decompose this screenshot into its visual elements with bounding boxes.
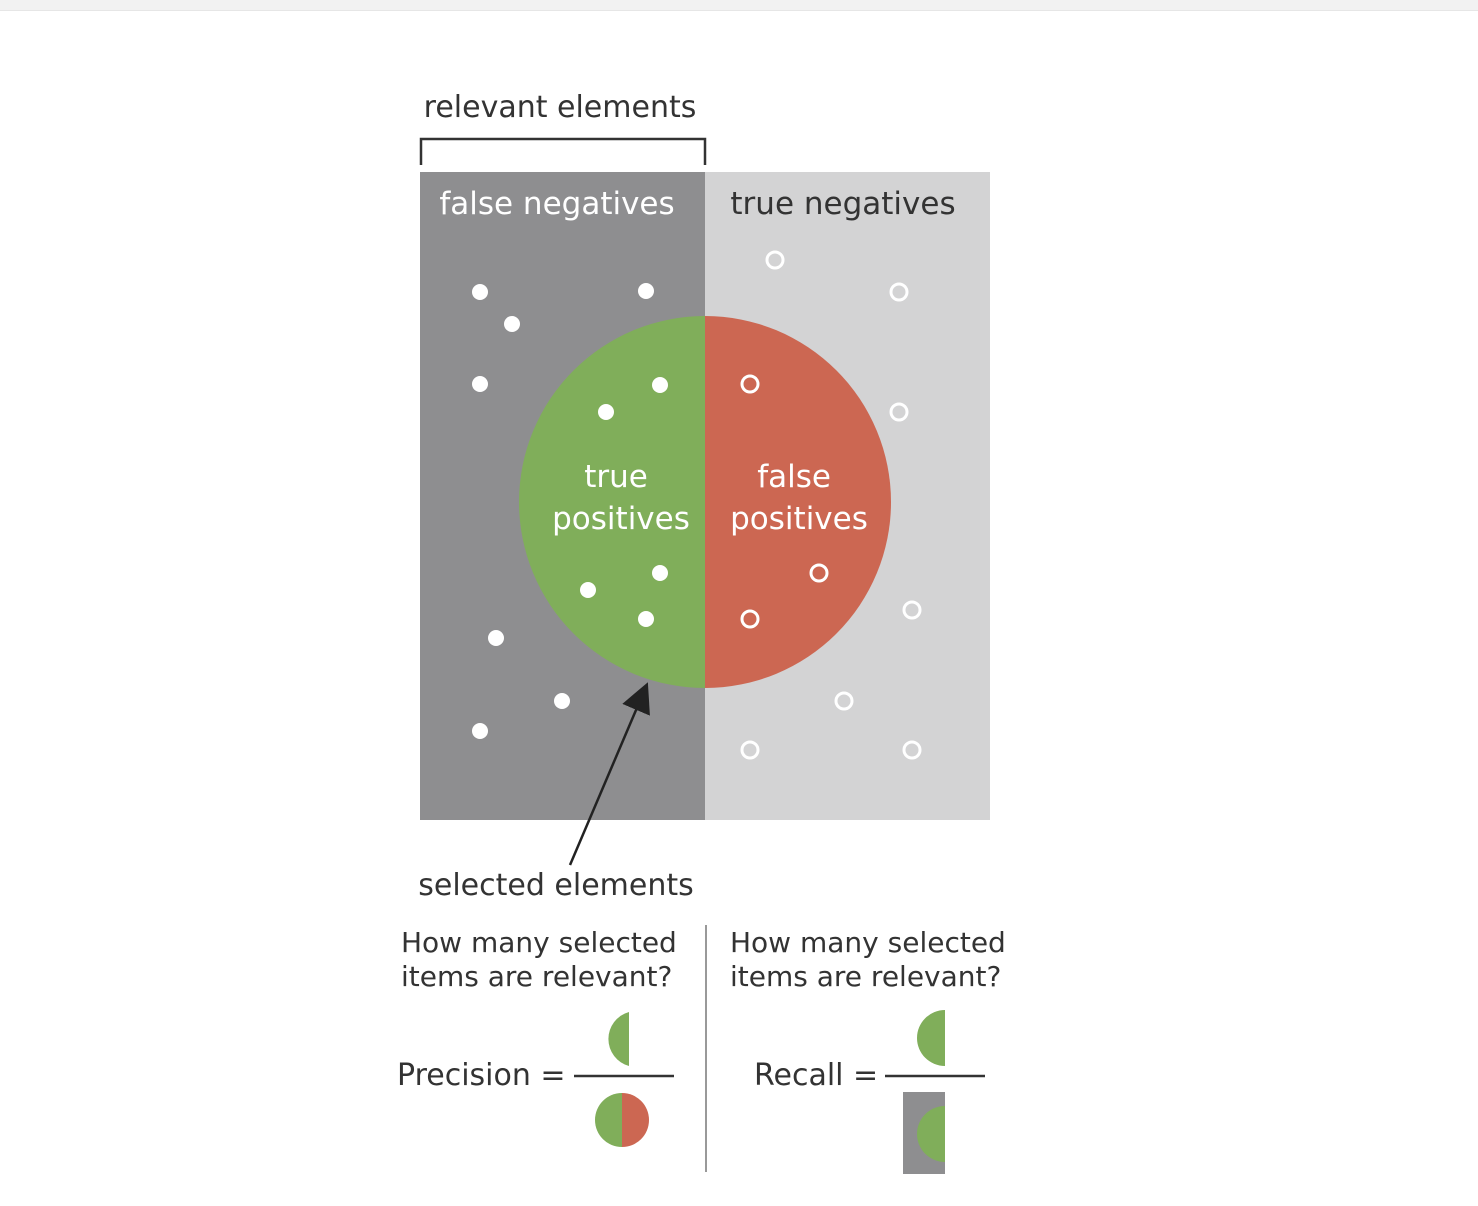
relevant-dot bbox=[488, 630, 504, 646]
precision-question-line1: How many selected bbox=[401, 926, 677, 959]
relevant-dot bbox=[652, 565, 668, 581]
precision-label: Precision = bbox=[397, 1058, 566, 1093]
top-bar bbox=[0, 0, 1478, 11]
precision-question-line2: items are relevant? bbox=[401, 960, 672, 993]
irrelevant-dot bbox=[740, 740, 760, 760]
relevant-elements-label: relevant elements bbox=[424, 90, 697, 125]
irrelevant-dot bbox=[889, 402, 909, 422]
relevant-dot bbox=[504, 316, 520, 332]
relevant-dot bbox=[472, 376, 488, 392]
relevant-dot bbox=[638, 611, 654, 627]
relevant-dot bbox=[638, 283, 654, 299]
relevant-dots bbox=[472, 283, 668, 739]
recall-question-line2: items are relevant? bbox=[730, 960, 1001, 993]
irrelevant-dot bbox=[902, 600, 922, 620]
false-positives-label-line2: positives bbox=[730, 501, 868, 537]
true-positives-label-line2: positives bbox=[552, 501, 690, 537]
irrelevant-dot bbox=[834, 691, 854, 711]
true-positives-half bbox=[519, 316, 705, 688]
irrelevant-dot bbox=[889, 282, 909, 302]
recall-numerator-half-circle bbox=[917, 1010, 945, 1066]
irrelevant-dot bbox=[902, 740, 922, 760]
irrelevant-dots bbox=[740, 250, 922, 760]
recall-question-line1: How many selected bbox=[730, 926, 1006, 959]
irrelevant-dot bbox=[740, 374, 760, 394]
true-negatives-label: true negatives bbox=[730, 186, 955, 222]
selected-elements-label: selected elements bbox=[418, 868, 694, 903]
false-positives-half bbox=[705, 316, 891, 688]
relevant-dot bbox=[652, 377, 668, 393]
false-positives-label: false positives bbox=[730, 459, 868, 537]
recall-label: Recall = bbox=[754, 1058, 878, 1093]
irrelevant-dot bbox=[740, 609, 760, 629]
false-negatives-label: false negatives bbox=[439, 186, 674, 222]
selected-elements-arrow bbox=[568, 682, 650, 866]
relevant-dot bbox=[598, 404, 614, 420]
precision-question: How many selected items are relevant? bbox=[401, 926, 686, 993]
false-positives-label-line1: false bbox=[757, 459, 831, 495]
relevant-dot bbox=[554, 693, 570, 709]
true-positives-label: true positives bbox=[552, 459, 690, 537]
recall-denominator-half-circle bbox=[917, 1106, 945, 1162]
true-positives-label-line1: true bbox=[584, 459, 648, 495]
relevant-bracket bbox=[419, 137, 707, 165]
relevant-dot bbox=[472, 723, 488, 739]
relevant-dot bbox=[580, 582, 596, 598]
relevant-dot bbox=[472, 284, 488, 300]
irrelevant-dot bbox=[809, 563, 829, 583]
irrelevant-dot bbox=[765, 250, 785, 270]
precision-denominator-fp-half bbox=[622, 1093, 649, 1147]
precision-numerator-half-circle bbox=[608, 1012, 629, 1066]
precision-denominator-tp-half bbox=[595, 1093, 622, 1147]
recall-question: How many selected items are relevant? bbox=[730, 926, 1015, 993]
